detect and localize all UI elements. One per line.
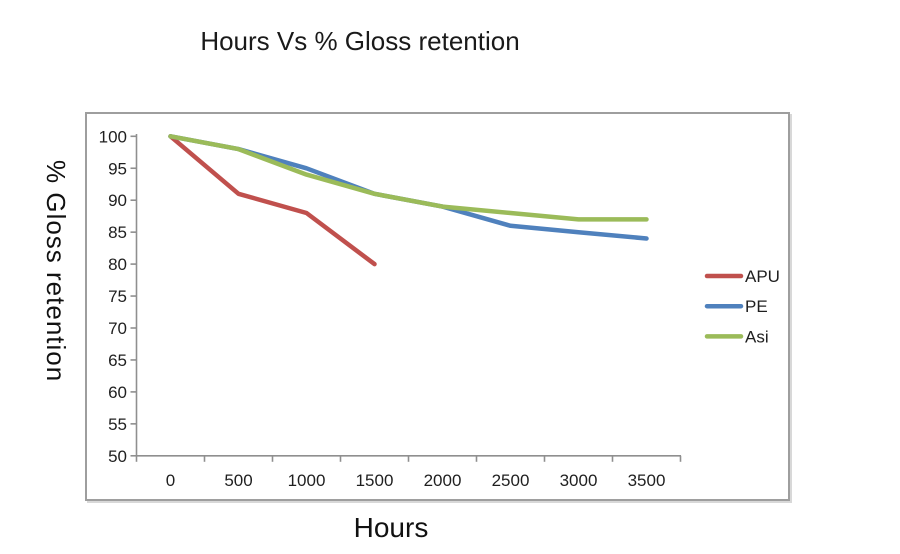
series-line-Asi — [168, 134, 649, 222]
y-tick-label: 65 — [108, 351, 127, 370]
y-tick-label: 75 — [108, 287, 127, 306]
x-tick-label: 1500 — [356, 471, 394, 490]
legend-label-PE: PE — [745, 297, 768, 316]
x-axis-title: Hours — [353, 512, 429, 543]
y-tick-label: 80 — [108, 255, 127, 274]
legend-label-Asi: Asi — [745, 327, 769, 346]
x-tick-label: 500 — [224, 471, 252, 490]
y-tick-label: 50 — [108, 447, 127, 466]
x-tick-label: 2000 — [424, 471, 462, 490]
chart-title: Hours Vs % Gloss retention — [200, 26, 520, 56]
x-tick-label: 0 — [166, 471, 175, 490]
y-tick-label: 95 — [108, 159, 127, 178]
legend-label-APU: APU — [745, 267, 780, 286]
y-tick-label: 70 — [108, 319, 127, 338]
y-tick-label: 60 — [108, 383, 127, 402]
y-tick-label: 100 — [99, 127, 127, 146]
x-tick-label: 2500 — [492, 471, 530, 490]
y-tick-label: 55 — [108, 415, 127, 434]
y-axis-title: % Gloss retention — [41, 160, 71, 383]
x-tick-label: 1000 — [288, 471, 326, 490]
y-tick-label: 85 — [108, 223, 127, 242]
x-tick-label: 3000 — [560, 471, 598, 490]
plot-border — [85, 112, 790, 501]
x-tick-label: 3500 — [628, 471, 666, 490]
series-line-APU — [168, 134, 377, 267]
y-tick-label: 90 — [108, 191, 127, 210]
